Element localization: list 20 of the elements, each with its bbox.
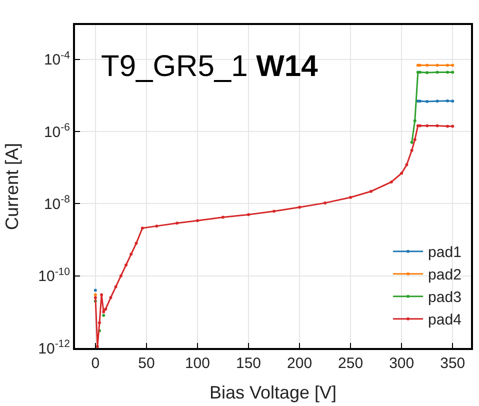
legend-label: pad1 xyxy=(428,244,462,262)
legend-label: pad3 xyxy=(428,289,462,306)
y-axis-title: Current [A] xyxy=(2,142,22,230)
y-tick-label: 10$^{-8}$ xyxy=(44,194,70,213)
x-tick-label: 50 xyxy=(138,355,155,372)
x-axis-title: Bias Voltage [V] xyxy=(209,382,337,403)
annotation: T9_GR5_1 W14 xyxy=(101,50,318,83)
legend-label: pad2 xyxy=(428,266,462,284)
x-tick-label: 250 xyxy=(338,355,364,372)
x-tick-label: 150 xyxy=(236,355,262,372)
y-tick-label: 10$^{-4}$ xyxy=(44,49,70,69)
y-tick-label: 10$^{-6}$ xyxy=(44,122,70,141)
x-tick-label: 300 xyxy=(389,355,414,372)
y-tick-label: 10$^{-12}$ xyxy=(38,338,70,358)
x-tick-label: 0 xyxy=(91,355,100,372)
legend-label: pad4 xyxy=(428,312,462,329)
x-tick-label: 200 xyxy=(287,355,312,372)
x-tick-label: 350 xyxy=(440,355,466,372)
x-tick-label: 100 xyxy=(184,355,210,372)
y-tick-label: 10$^{-10}$ xyxy=(38,266,70,286)
